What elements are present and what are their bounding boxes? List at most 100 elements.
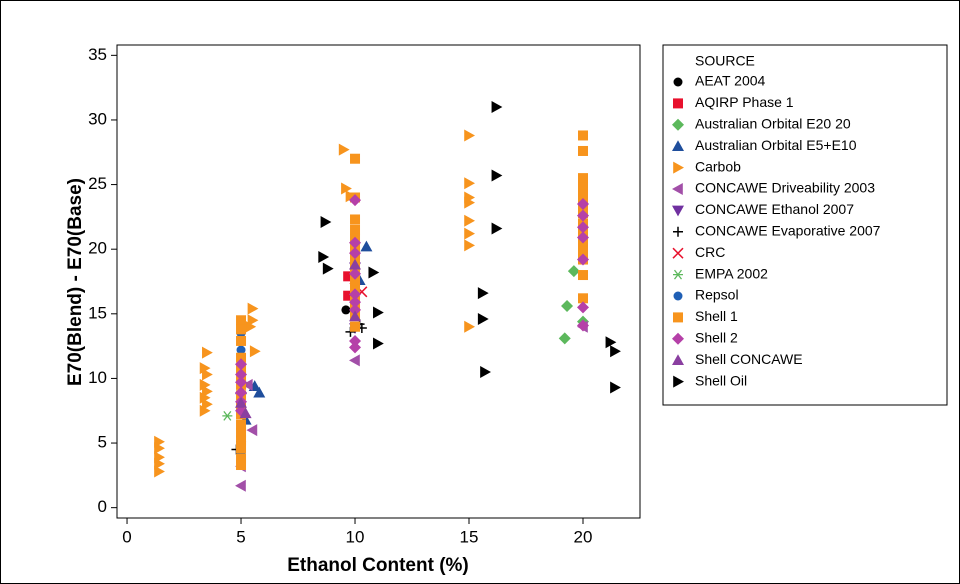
data-point [235, 376, 248, 389]
x-tick-label: 20 [574, 527, 593, 546]
data-point [318, 250, 330, 263]
data-point [610, 381, 621, 394]
data-point [561, 300, 574, 313]
legend-label: Australian Orbital E5+E10 [695, 137, 857, 153]
y-tick-label: 25 [88, 174, 107, 193]
x-tick-label: 5 [236, 527, 245, 546]
data-point [349, 334, 362, 347]
data-point [567, 265, 580, 278]
data-point [202, 368, 213, 381]
data-point [491, 101, 503, 114]
legend-marker [673, 98, 683, 109]
data-point [373, 337, 384, 350]
legend-label: Shell 2 [695, 330, 738, 346]
data-point [349, 288, 362, 301]
y-tick-label: 0 [98, 497, 107, 516]
legend-label: AQIRP Phase 1 [695, 94, 794, 110]
data-point [236, 345, 246, 355]
data-point [239, 407, 252, 419]
legend-marker [672, 140, 684, 151]
data-point [235, 386, 248, 399]
data-point [577, 319, 590, 332]
y-tick-label: 20 [88, 239, 107, 258]
y-axis-title: E70(Blend) - E70(Base) [65, 178, 86, 386]
data-point [491, 169, 503, 182]
data-point [235, 358, 248, 371]
data-point [241, 378, 253, 391]
legend-label: Shell CONCAWE [695, 351, 803, 367]
legend-label: Shell 1 [695, 308, 738, 324]
data-point [349, 247, 362, 260]
data-point [236, 419, 247, 430]
data-point [320, 216, 332, 229]
data-point [341, 182, 352, 195]
data-point [154, 465, 165, 478]
data-point [245, 320, 257, 333]
legend-marker [672, 118, 684, 131]
legend-label: CONCAWE Ethanol 2007 [695, 201, 854, 217]
data-point [322, 262, 334, 275]
data-point [338, 143, 350, 156]
data-point [477, 312, 489, 325]
data-point [578, 293, 589, 304]
data-point [350, 153, 361, 164]
legend-marker [673, 77, 683, 87]
legend-label: CRC [695, 244, 725, 260]
legend-marker [673, 161, 684, 174]
data-point [605, 336, 617, 349]
x-axis-title: Ethanol Content (%) [287, 555, 469, 576]
data-point [349, 341, 362, 354]
data-point [202, 346, 213, 359]
data-point [235, 479, 246, 492]
legend-label: EMPA 2002 [695, 265, 768, 281]
data-point [199, 404, 211, 417]
data-point [360, 240, 373, 252]
data-point [222, 411, 233, 421]
data-point [246, 424, 258, 437]
data-point [202, 398, 213, 411]
data-point [464, 227, 476, 240]
data-point [349, 303, 362, 316]
data-point [480, 365, 491, 378]
legend-marker [672, 332, 684, 345]
y-tick-label: 30 [88, 109, 107, 128]
x-tick-label: 15 [460, 527, 479, 546]
y-tick-label: 35 [88, 45, 107, 64]
data-point [349, 267, 362, 280]
data-point [236, 453, 247, 464]
data-point [236, 324, 247, 335]
data-point [349, 236, 362, 249]
data-point [577, 197, 590, 210]
data-point [477, 287, 489, 300]
data-point [578, 246, 589, 257]
data-point [464, 239, 476, 252]
data-point [236, 352, 247, 363]
data-point [349, 310, 362, 322]
legend-label: Carbob [695, 158, 741, 174]
y-tick-label: 5 [98, 433, 107, 452]
x-tick-label: 0 [122, 527, 131, 546]
data-point [577, 221, 590, 234]
data-point [343, 290, 354, 301]
data-point [578, 145, 589, 156]
data-point [202, 385, 213, 398]
data-point [236, 443, 247, 454]
data-point [350, 321, 361, 332]
data-point [610, 345, 621, 358]
data-point [558, 332, 571, 345]
data-point [464, 196, 476, 209]
data-point [343, 271, 354, 282]
data-point [578, 189, 589, 200]
data-point [578, 270, 589, 281]
legend-label: Shell Oil [695, 372, 747, 388]
legend-frame [662, 44, 948, 406]
data-point [247, 314, 259, 327]
data-point [253, 386, 266, 398]
legend-marker [672, 354, 684, 365]
data-point [350, 224, 361, 235]
y-tick-label: 10 [88, 368, 107, 387]
data-point [491, 222, 503, 235]
data-point [349, 354, 360, 367]
data-point [464, 214, 476, 227]
